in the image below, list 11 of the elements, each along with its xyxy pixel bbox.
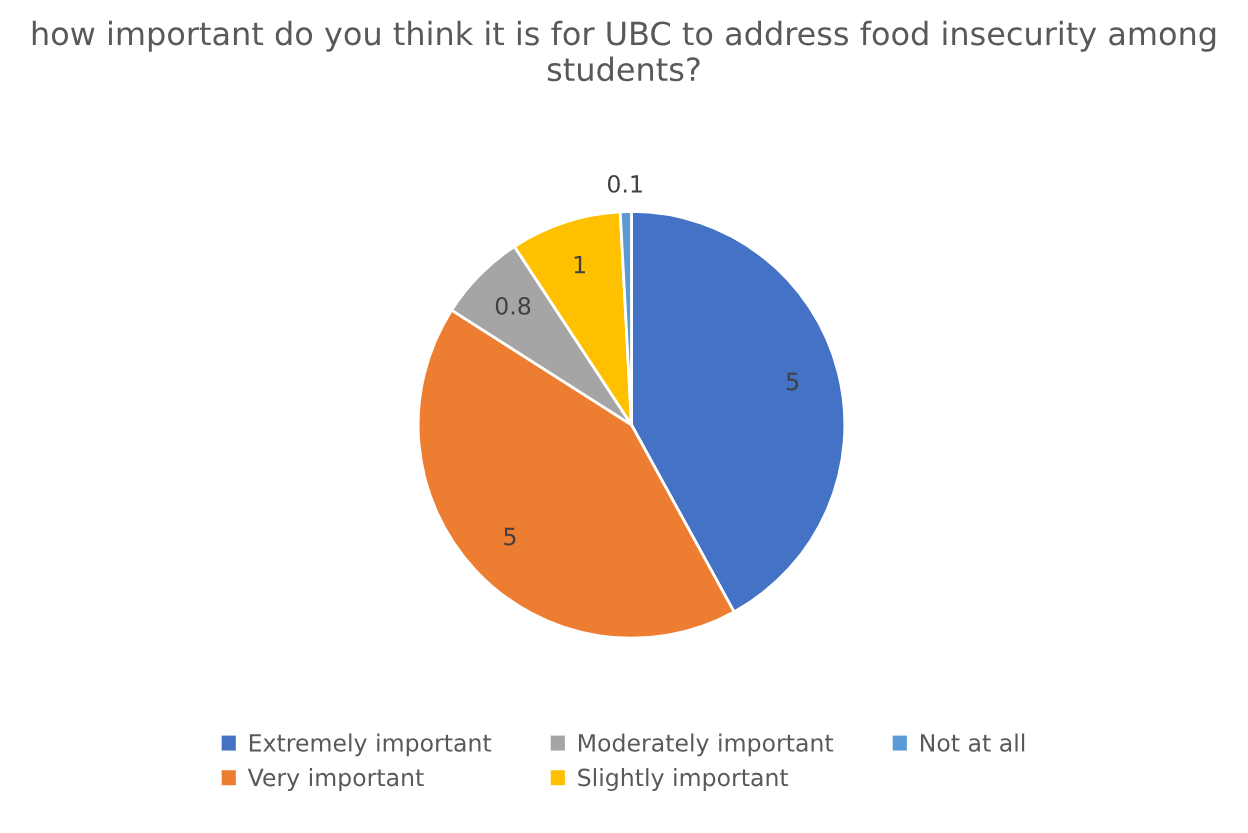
legend-label: Extremely important: [249, 733, 492, 757]
data-label: 5: [787, 372, 799, 391]
data-label: 0.8: [495, 296, 531, 315]
data-label: 5: [504, 527, 516, 546]
legend-label: Moderately important: [579, 733, 834, 757]
legend-label: Not at all: [920, 733, 1025, 752]
legend-label: Slightly important: [578, 768, 789, 791]
legend-label: Very important: [247, 768, 424, 791]
data-label: 0.1: [607, 174, 642, 193]
chart-title: how important do you think it is for UBC to address food insecurity among students?: [32, 20, 1216, 82]
data-label: 1: [574, 256, 585, 274]
